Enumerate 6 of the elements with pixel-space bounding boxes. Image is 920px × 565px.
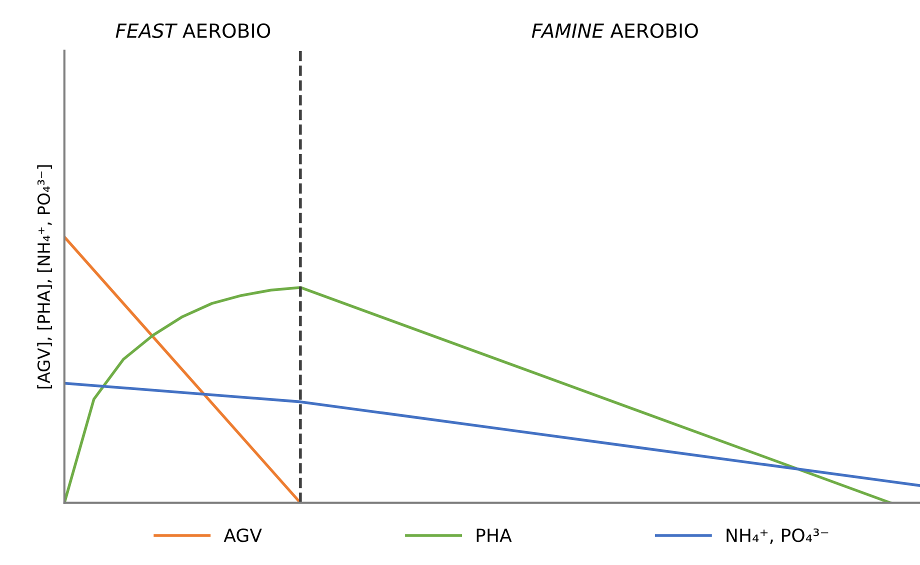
- legend-label: AGV: [224, 528, 262, 542]
- legend-label: NH₄⁺, PO₄³⁻: [726, 528, 828, 544]
- text: FAMINE AEROBIO: [532, 23, 698, 38]
- y-axis-title: [AGV], [PHA], [NH₄⁺, PO₄³⁻]: [37, 165, 52, 388]
- text: FEAST AEROBIO: [116, 23, 270, 38]
- legend-label: PHA: [476, 528, 512, 542]
